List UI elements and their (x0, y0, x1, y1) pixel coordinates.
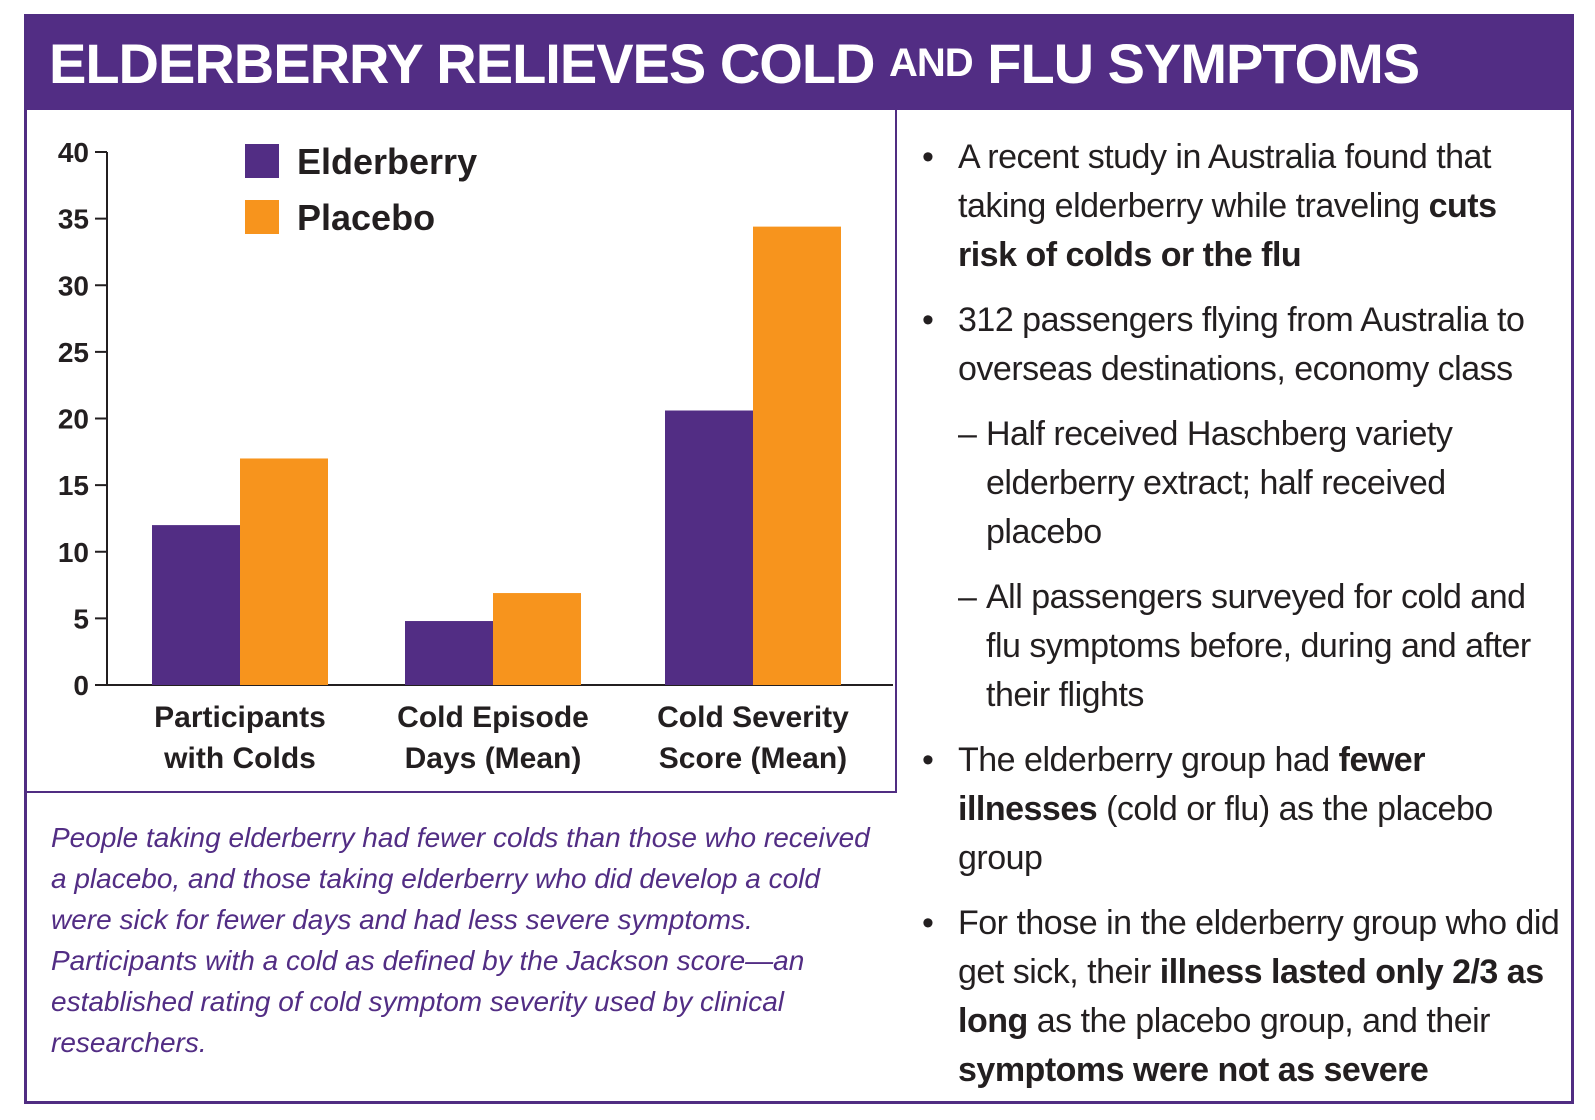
legend-label-placebo: Placebo (297, 197, 435, 238)
bar-elderberry-1 (152, 525, 240, 685)
bullet-list: • A recent study in Australia found that … (922, 133, 1562, 1111)
sub-bullet-item: – All passengers surveyed for cold and fl… (922, 573, 1562, 720)
bar-placebo-1 (240, 458, 328, 685)
sub-bullet-text: All passengers surveyed for cold and flu… (986, 578, 1531, 714)
bullet-text: The elderberry group had (958, 741, 1339, 779)
infographic-frame: ELDERBERRY RELIEVES COLD AND FLU SYMPTOM… (24, 14, 1574, 1104)
bullet-item: • A recent study in Australia found that … (922, 133, 1562, 280)
legend-swatch-placebo (245, 200, 279, 234)
bar-chart: 0 5 10 15 20 25 30 35 40 Participants with Colds Co… (58, 137, 893, 775)
sub-bullet-text: Half received Haschberg variety elderber… (986, 415, 1453, 551)
x-category-label: Days (Mean) (405, 742, 582, 775)
bar-placebo-3 (753, 226, 841, 685)
x-category-label: Cold Episode (397, 701, 589, 734)
x-category-label: Participants (154, 701, 326, 734)
y-tick-label: 40 (58, 137, 89, 168)
bullet-bold: fewer illnesses (958, 741, 1425, 828)
bullet-text: (cold or flu) as the placebo group (958, 790, 1493, 877)
y-tick-label: 15 (58, 470, 89, 501)
bullet-item: • The elderberry group had fewer illnesse… (922, 736, 1562, 883)
bullet-text: 312 passengers flying from Australia to … (958, 301, 1525, 388)
y-tick-label: 20 (58, 404, 89, 435)
y-tick-label: 10 (58, 537, 89, 568)
title-part-2: FLU SYMPTOMS (987, 32, 1420, 95)
bar-placebo-2 (493, 593, 581, 685)
chart-panel: 0 5 10 15 20 25 30 35 40 Participants with Colds Co… (27, 110, 897, 793)
bullet-dot: • (922, 138, 934, 176)
y-tick-label: 25 (58, 337, 89, 368)
bullet-item: • For those in the elderberry group who d… (922, 899, 1562, 1095)
page-title: ELDERBERRY RELIEVES COLD AND FLU SYMPTOM… (27, 17, 1571, 110)
title-and: AND (889, 41, 974, 85)
bullet-text: as the placebo group, and their (1027, 1002, 1491, 1040)
bullet-bold: cuts risk of colds or the flu (958, 187, 1497, 274)
bullet-dot: • (922, 904, 934, 942)
sub-bullet-dash: – (958, 415, 977, 453)
sub-bullet-item: – Half received Haschberg variety elderbe… (922, 410, 1562, 557)
chart-caption: People taking elderberry had fewer colds… (51, 822, 870, 1058)
bullet-text: For those in the elderberry group who di… (958, 904, 1560, 991)
bullet-bold: illness lasted only 2/3 as long (958, 953, 1544, 1040)
sub-bullet-dash: – (958, 578, 977, 616)
bullet-dot: • (922, 741, 934, 779)
x-category-label: Cold Severity (657, 701, 849, 734)
legend-swatch-elderberry (245, 144, 279, 178)
y-tick-label: 5 (73, 603, 89, 634)
y-tick-label: 30 (58, 270, 89, 301)
x-category-label: with Colds (163, 742, 316, 775)
title-part-1: ELDERBERRY RELIEVES COLD (49, 32, 875, 95)
legend-label-elderberry: Elderberry (297, 141, 477, 182)
x-category-label: Score (Mean) (659, 742, 847, 775)
bar-elderberry-2 (405, 621, 493, 685)
bullet-item: • 312 passengers flying from Australia to… (922, 296, 1562, 394)
bar-elderberry-3 (665, 410, 753, 685)
bullet-text: A recent study in Australia found that t… (958, 138, 1491, 225)
bullet-bold: symptoms were not as severe (958, 1051, 1429, 1089)
bullet-dot: • (922, 301, 934, 339)
y-tick-label: 35 (58, 204, 89, 235)
y-tick-label: 0 (73, 670, 89, 701)
